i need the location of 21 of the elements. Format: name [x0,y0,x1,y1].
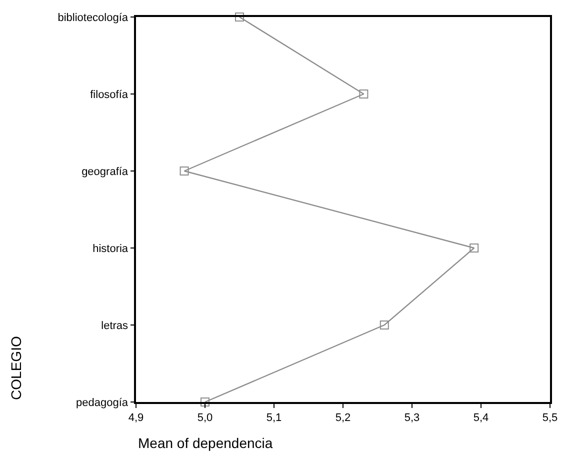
y-axis-title: COLEGIO [8,336,24,400]
point [380,320,389,330]
x-tick-label: 5,5 [542,412,558,424]
x-axis-title: Mean of dependencia [138,435,273,451]
x-tick-label: 5,0 [197,412,213,424]
y-tick-label: bibliotecología [58,12,129,24]
point [359,90,368,98]
x-tick-label: 4,9 [128,412,144,424]
point [470,244,479,252]
x-tick-label: 5,1 [266,412,282,424]
y-tick-label: filosofía [90,88,129,101]
x-tick-label: 5,4 [473,412,489,424]
x-tick-label: 5,2 [335,412,351,424]
point [200,398,210,406]
point [180,166,189,176]
y-tick-label: historia [92,242,129,255]
y-tick-label: geografía [82,166,129,178]
y-tick-label: pedagogía [76,396,129,409]
x-tick-label: 5,3 [404,412,420,424]
y-tick-label: letras [101,320,129,332]
point [235,12,244,22]
